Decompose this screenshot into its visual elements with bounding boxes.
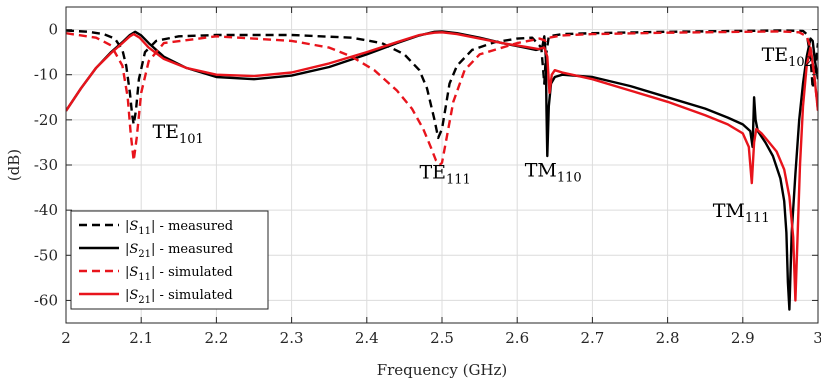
y-tick-label: 0 bbox=[48, 21, 58, 39]
y-tick-label: -30 bbox=[34, 156, 58, 174]
axis-ticks bbox=[65, 7, 819, 323]
y-tick-label: -40 bbox=[34, 201, 58, 219]
x-tick-label: 2.7 bbox=[580, 329, 604, 347]
x-tick-label: 2.6 bbox=[505, 329, 529, 347]
mode-annotations: TE101 TE111 TM110 TM111 TE102 bbox=[152, 44, 812, 226]
x-tick-label: 2.9 bbox=[731, 329, 755, 347]
legend-entry-s11-measured: |S11| - measured bbox=[125, 219, 233, 237]
annotation-te102: TE102 bbox=[762, 44, 813, 70]
x-axis-label: Frequency (GHz) bbox=[377, 361, 508, 379]
x-tick-labels: 2 2.1 2.2 2.3 2.4 2.5 2.6 2.7 2.8 2.9 3 bbox=[61, 329, 821, 347]
y-tick-label: -10 bbox=[34, 66, 58, 84]
annotation-tm110: TM110 bbox=[525, 159, 582, 185]
series-line-s11-simulated bbox=[66, 30, 818, 167]
y-tick-label: -60 bbox=[34, 291, 58, 309]
legend-entry-s11-simulated: |S11| - simulated bbox=[125, 265, 233, 283]
y-axis-label: (dB) bbox=[5, 149, 23, 181]
series-layer bbox=[66, 29, 818, 311]
annotation-te101: TE101 bbox=[152, 121, 203, 147]
legend-entry-s21-simulated: |S21| - simulated bbox=[125, 288, 233, 306]
series-line-s21-simulated bbox=[66, 31, 818, 302]
legend: |S11| - measured |S21| - measured |S11| - … bbox=[70, 210, 269, 310]
x-tick-label: 2.4 bbox=[355, 329, 379, 347]
x-tick-label: 2.3 bbox=[280, 329, 304, 347]
y-tick-label: -50 bbox=[34, 246, 58, 264]
legend-box bbox=[70, 210, 269, 310]
x-tick-label: 2.1 bbox=[129, 329, 153, 347]
x-tick-label: 3 bbox=[813, 329, 821, 347]
annotation-te111: TE111 bbox=[419, 162, 470, 188]
y-tick-labels: 0 -10 -20 -30 -40 -50 -60 bbox=[34, 21, 58, 310]
x-tick-label: 2.5 bbox=[430, 329, 454, 347]
annotation-tm111: TM111 bbox=[713, 200, 770, 226]
legend-entry-s21-measured: |S21| - measured bbox=[125, 242, 233, 260]
x-tick-label: 2.2 bbox=[204, 329, 228, 347]
x-tick-label: 2.8 bbox=[656, 329, 680, 347]
x-tick-label: 2 bbox=[61, 329, 71, 347]
series-line-s11-measured bbox=[66, 29, 818, 140]
y-tick-label: -20 bbox=[34, 111, 58, 129]
